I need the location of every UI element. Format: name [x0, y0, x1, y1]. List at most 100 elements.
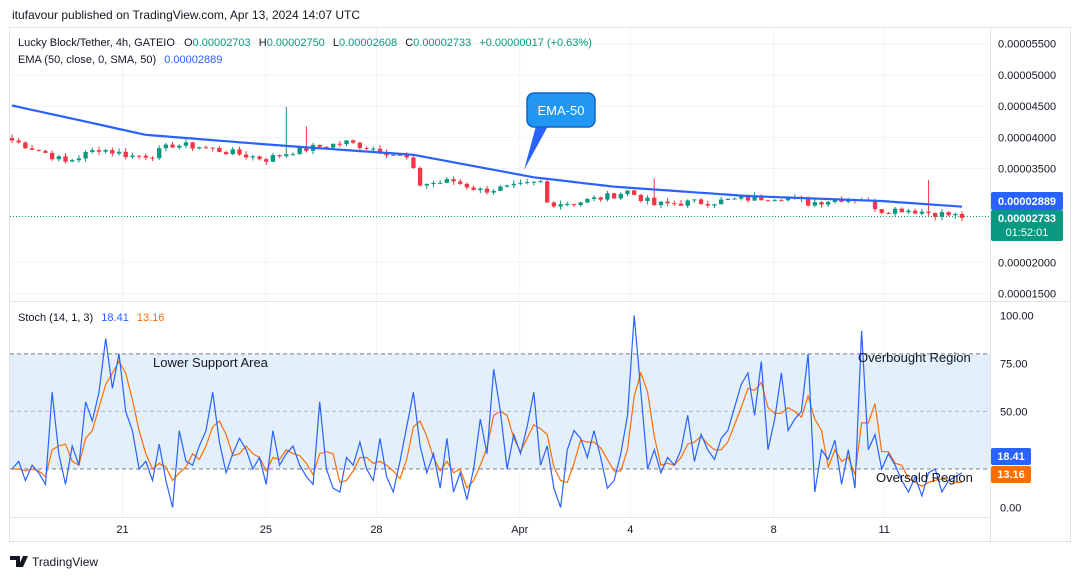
candle [625, 190, 630, 197]
ema-price-badge: 0.00002889 [991, 192, 1063, 210]
candle [257, 155, 262, 161]
candle [705, 200, 710, 208]
candle [96, 146, 102, 156]
candle [471, 185, 476, 191]
candle [330, 143, 336, 149]
candle [76, 155, 82, 163]
time-tick-label: 28 [370, 524, 382, 536]
candle [116, 148, 122, 156]
overbought-label: Overbought Region [858, 350, 971, 365]
candle [424, 183, 429, 189]
candle [598, 196, 603, 202]
legend-close-value: 0.00002733 [413, 37, 471, 49]
candle [531, 181, 536, 186]
candle [484, 185, 490, 195]
time-tick-label: 25 [260, 524, 272, 536]
candle [611, 192, 617, 199]
candle [692, 199, 697, 203]
candle [638, 193, 644, 203]
candle [458, 179, 463, 186]
legend-stoch: Stoch (14, 1, 3) 18.41 13.16 [18, 312, 164, 324]
candle [652, 178, 657, 206]
candle [632, 190, 637, 196]
candle [812, 199, 817, 208]
candle [264, 157, 269, 166]
tradingview-brand: TradingView [32, 555, 98, 569]
candle [565, 201, 570, 207]
candle [685, 199, 690, 209]
legend-stoch-d: 13.16 [137, 312, 165, 324]
candle [678, 200, 684, 206]
lower-support-label: Lower Support Area [153, 355, 269, 370]
candle [665, 197, 670, 207]
candle [177, 144, 182, 150]
candle [230, 146, 235, 156]
candle [478, 187, 483, 194]
ema-50-line [11, 104, 963, 208]
svg-text:13.16: 13.16 [997, 469, 1025, 481]
candle [551, 201, 557, 208]
time-tick-label: 11 [878, 524, 889, 536]
svg-text:01:52:01: 01:52:01 [1006, 227, 1049, 239]
candle [585, 197, 590, 204]
svg-text:18.41: 18.41 [997, 451, 1025, 463]
legend-stoch-label: Stoch (14, 1, 3) [18, 312, 93, 324]
candle [277, 154, 282, 159]
candle [157, 145, 162, 161]
legend-high-label: H [259, 37, 267, 49]
candle [779, 198, 784, 202]
time-tick-label: 4 [627, 524, 633, 536]
candle [170, 141, 175, 148]
legend-symbol: Lucky Block/Tether, 4h, GATEIO [18, 37, 175, 49]
candle [190, 141, 195, 152]
candle [919, 208, 925, 216]
candle [243, 151, 249, 160]
candle [210, 147, 215, 152]
candle [591, 195, 597, 202]
stoch-k-line [11, 315, 963, 508]
candle [451, 176, 456, 186]
candle [946, 211, 951, 217]
legend-close-label: C [405, 37, 413, 49]
candle [49, 150, 55, 161]
candle [491, 188, 496, 195]
candle [29, 145, 35, 151]
candle [150, 156, 155, 162]
svg-text:0.00002733: 0.00002733 [998, 213, 1056, 225]
candle [23, 141, 28, 149]
time-axis: 21 25 28 Apr 4 8 11 [116, 524, 889, 536]
candle [772, 198, 777, 202]
candle [183, 138, 189, 149]
candle [899, 207, 904, 213]
candle [9, 134, 15, 144]
publisher-line: itufavour published on TradingView.com, … [12, 8, 360, 22]
candle [417, 166, 423, 187]
candle [284, 106, 289, 158]
candle [571, 203, 577, 207]
time-tick-label: Apr [511, 524, 528, 536]
candle [217, 145, 222, 153]
candlestick-series [9, 106, 965, 222]
candle [337, 141, 342, 148]
candle [672, 200, 677, 206]
candle [645, 195, 650, 205]
candle [886, 211, 891, 214]
candle [237, 146, 242, 156]
time-tick-label: 21 [116, 524, 128, 536]
ema-callout: EMA-50 [524, 92, 596, 170]
tradingview-logo: TradingView [10, 555, 98, 569]
candle [444, 176, 450, 184]
last-price-badge: 0.00002733 01:52:01 [991, 210, 1063, 241]
legend-open-value: 0.00002703 [193, 37, 251, 49]
candle [518, 179, 523, 186]
candle [892, 206, 898, 217]
price-tick-label: 0.00004500 [998, 101, 1056, 113]
candle [36, 149, 41, 152]
candle [605, 190, 610, 202]
candle [906, 208, 911, 214]
candle [524, 178, 530, 185]
candle [819, 201, 824, 208]
price-tick-label: 0.00001500 [998, 289, 1056, 301]
candle [939, 209, 945, 221]
candle [953, 212, 958, 219]
